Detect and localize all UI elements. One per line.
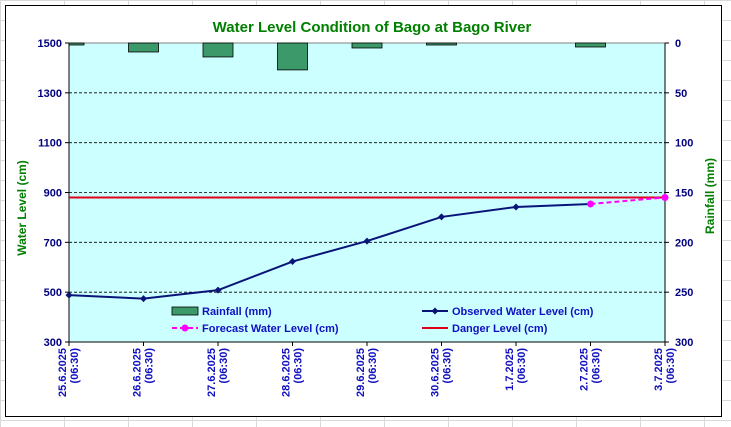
legend-marker-observed: [431, 307, 439, 315]
chart-title: Water Level Condition of Bago at Bago Ri…: [213, 19, 532, 36]
forecast-point-marker: [661, 193, 669, 201]
y-tick-label-right: 250: [675, 287, 693, 299]
x-tick-label-date: 27.6.2025: [206, 348, 218, 397]
forecast-water-level-line: [590, 196, 666, 205]
y-tick-label-right: 0: [675, 38, 681, 50]
x-tick-label-time: (06:30): [665, 348, 677, 384]
observed-point-marker: [512, 203, 520, 211]
y-tick-label-left: 700: [44, 237, 62, 249]
y-tick-label-left: 1100: [38, 138, 62, 150]
y-tick-label-left: 1300: [38, 88, 62, 100]
observed-point-marker: [140, 295, 147, 303]
x-tick-label-time: (06:30): [218, 348, 230, 384]
legend-marker-forecast: [181, 324, 189, 332]
observed-point-marker: [289, 258, 296, 266]
observed-water-level-line: [68, 202, 591, 300]
x-tick-label-time: (06:30): [293, 348, 305, 384]
rainfall-bar: [128, 42, 159, 53]
legend-swatch-rainfall: [171, 306, 199, 316]
x-tick-label-time: (06:30): [442, 348, 454, 384]
y-axis-label-left: Water Level (cm): [15, 160, 29, 256]
rainfall-bar: [575, 42, 606, 48]
x-tick-label-date: 2.7.2025: [579, 348, 591, 391]
legend-label: Observed Water Level (cm): [452, 306, 594, 318]
y-tick-label-left: 1500: [38, 38, 62, 50]
y-axis-label-right: Rainfall (mm): [703, 158, 717, 234]
legend-label: Rainfall (mm): [202, 306, 272, 318]
observed-point-marker: [65, 291, 73, 299]
rainfall-bar: [277, 42, 308, 71]
x-tick-label-date: 25.6.2025: [57, 348, 69, 397]
legend-label: Danger Level (cm): [452, 323, 548, 335]
rainfall-bar: [351, 42, 383, 49]
x-tick-label-time: (06:30): [367, 348, 379, 384]
y-tick-label-right: 200: [675, 237, 693, 249]
y-tick-label-right: 50: [675, 88, 687, 100]
forecast-point-marker: [587, 200, 594, 208]
x-tick-label-time: (06:30): [144, 348, 156, 384]
x-tick-label-time: (06:30): [516, 348, 528, 384]
x-tick-label-time: (06:30): [591, 348, 603, 384]
x-tick-label-date: 30.6.2025: [430, 348, 442, 397]
observed-point-marker: [438, 213, 445, 221]
x-tick-label-date: 29.6.2025: [355, 348, 367, 397]
y-tick-label-right: 150: [675, 188, 693, 200]
x-tick-label-date: 26.6.2025: [132, 348, 144, 397]
y-tick-label-right: 100: [675, 138, 693, 150]
y-tick-label-left: 500: [44, 287, 62, 299]
rainfall-bar: [202, 42, 234, 58]
rainfall-bar: [426, 42, 457, 46]
x-tick-label-date: 28.6.2025: [281, 348, 293, 397]
x-tick-label-date: 3.7.2025: [653, 348, 665, 391]
y-tick-label-left: 300: [44, 337, 62, 349]
y-tick-label-right: 300: [675, 337, 693, 349]
observed-point-marker: [363, 237, 371, 245]
y-tick-label-left: 900: [44, 188, 62, 200]
x-tick-label-date: 1.7.2025: [504, 348, 516, 391]
observed-point-marker: [214, 286, 222, 294]
rainfall-bar: [68, 42, 85, 46]
legend-label: Forecast Water Level (cm): [202, 323, 339, 335]
x-tick-label-time: (06:30): [69, 348, 81, 384]
